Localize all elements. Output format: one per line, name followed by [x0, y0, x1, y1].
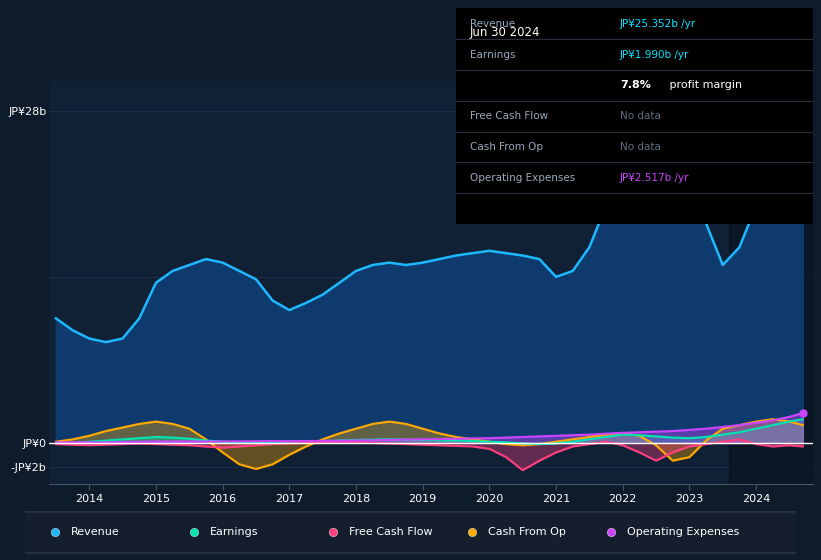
- Text: JP¥1.990b /yr: JP¥1.990b /yr: [620, 50, 690, 59]
- Text: 7.8%: 7.8%: [620, 81, 651, 90]
- Text: Operating Expenses: Operating Expenses: [470, 173, 576, 183]
- FancyBboxPatch shape: [9, 512, 804, 553]
- Text: Cash From Op: Cash From Op: [488, 527, 566, 537]
- Text: Cash From Op: Cash From Op: [470, 142, 543, 152]
- Text: Revenue: Revenue: [470, 19, 515, 29]
- Text: No data: No data: [620, 111, 661, 121]
- Text: JP¥25.352b /yr: JP¥25.352b /yr: [620, 19, 696, 29]
- Text: profit margin: profit margin: [667, 81, 742, 90]
- Text: JP¥2.517b /yr: JP¥2.517b /yr: [620, 173, 690, 183]
- Bar: [729, 81, 813, 484]
- Text: No data: No data: [620, 142, 661, 152]
- Text: Operating Expenses: Operating Expenses: [626, 527, 739, 537]
- Text: Free Cash Flow: Free Cash Flow: [470, 111, 548, 121]
- Text: Earnings: Earnings: [470, 50, 516, 59]
- Text: Free Cash Flow: Free Cash Flow: [349, 527, 433, 537]
- Text: Jun 30 2024: Jun 30 2024: [470, 26, 540, 39]
- Text: Earnings: Earnings: [210, 527, 259, 537]
- Text: Revenue: Revenue: [71, 527, 120, 537]
